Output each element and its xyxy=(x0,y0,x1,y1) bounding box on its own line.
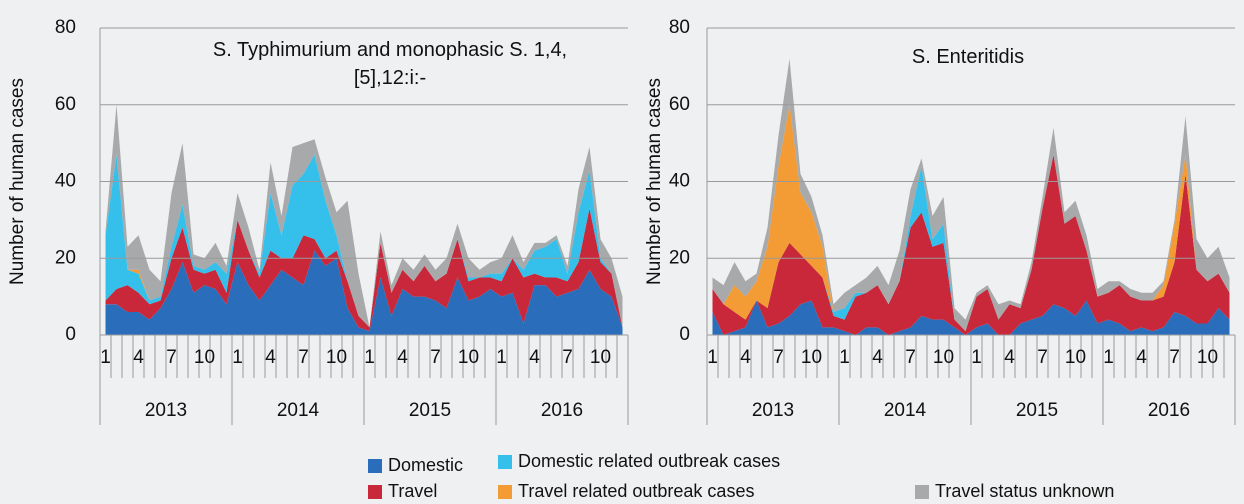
x-tick-label: 4 xyxy=(529,347,540,368)
x-tick-label: 1 xyxy=(839,347,850,368)
legend-label: Travel related outbreak cases xyxy=(518,481,754,501)
area xyxy=(712,154,1230,335)
x-tick-label: 10 xyxy=(194,347,215,368)
x-group-label: 2014 xyxy=(277,400,320,421)
y-tick-label: 40 xyxy=(669,171,690,192)
x-group-label: 2015 xyxy=(409,400,451,421)
legend-label: Domestic xyxy=(388,455,463,475)
x-tick-label: 4 xyxy=(265,347,276,368)
x-tick-label: 1 xyxy=(496,347,507,368)
legend-label: Travel status unknown xyxy=(935,481,1114,501)
x-tick-label: 4 xyxy=(872,347,883,368)
x-group-label: 2013 xyxy=(752,400,794,421)
area xyxy=(105,250,623,335)
x-group-label: 2013 xyxy=(145,400,187,421)
x-tick-label: 1 xyxy=(971,347,982,368)
legend-swatch xyxy=(368,459,382,473)
x-tick-label: 4 xyxy=(1136,347,1147,368)
x-tick-label: 7 xyxy=(1169,347,1180,368)
y-tick-label: 0 xyxy=(679,324,690,345)
chart-title: S. Enteritidis xyxy=(911,46,1025,68)
x-tick-label: 4 xyxy=(740,347,751,368)
x-tick-label: 10 xyxy=(326,347,347,368)
x-tick-label: 10 xyxy=(801,347,822,368)
x-tick-label: 10 xyxy=(1065,347,1086,368)
legend-swatch xyxy=(498,455,512,469)
x-tick-label: 4 xyxy=(133,347,144,368)
x-tick-label: 1 xyxy=(364,347,375,368)
legend-swatch xyxy=(915,485,929,499)
x-tick-label: 4 xyxy=(397,347,408,368)
x-tick-label: 7 xyxy=(430,347,441,368)
x-tick-label: 1 xyxy=(100,347,111,368)
y-axis-label: Number of human cases xyxy=(7,78,28,285)
area xyxy=(105,104,623,328)
legend-swatch xyxy=(368,485,382,499)
x-group-label: 2014 xyxy=(884,400,927,421)
x-tick-label: 7 xyxy=(298,347,309,368)
x-tick-label: 10 xyxy=(458,347,479,368)
y-tick-label: 60 xyxy=(669,94,690,115)
area xyxy=(712,300,1230,335)
legend-label: Travel xyxy=(388,481,437,501)
x-tick-label: 7 xyxy=(166,347,177,368)
legend-swatch xyxy=(498,485,512,499)
y-tick-label: 80 xyxy=(55,17,76,38)
y-axis-label: Number of human cases xyxy=(644,78,665,285)
x-tick-label: 7 xyxy=(562,347,573,368)
x-tick-label: 1 xyxy=(1103,347,1114,368)
x-tick-label: 1 xyxy=(707,347,718,368)
y-tick-label: 20 xyxy=(669,247,690,268)
x-tick-label: 10 xyxy=(1197,347,1218,368)
x-tick-label: 1 xyxy=(232,347,243,368)
y-tick-label: 20 xyxy=(55,247,76,268)
x-tick-label: 7 xyxy=(1037,347,1048,368)
x-tick-label: 10 xyxy=(590,347,611,368)
chart-title: S. Typhimurium and monophasic S. 1,4,[5]… xyxy=(212,39,568,89)
area xyxy=(105,208,623,332)
x-tick-label: 7 xyxy=(773,347,784,368)
y-tick-label: 40 xyxy=(55,171,76,192)
x-group-label: 2016 xyxy=(1148,400,1190,421)
x-tick-label: 4 xyxy=(1004,347,1015,368)
legend-label: Domestic related outbreak cases xyxy=(518,451,780,471)
y-tick-label: 0 xyxy=(65,324,76,345)
x-group-label: 2016 xyxy=(541,400,583,421)
x-tick-label: 7 xyxy=(905,347,916,368)
y-tick-label: 60 xyxy=(55,94,76,115)
x-tick-label: 10 xyxy=(933,347,954,368)
x-group-label: 2015 xyxy=(1016,400,1058,421)
y-tick-label: 80 xyxy=(669,17,690,38)
